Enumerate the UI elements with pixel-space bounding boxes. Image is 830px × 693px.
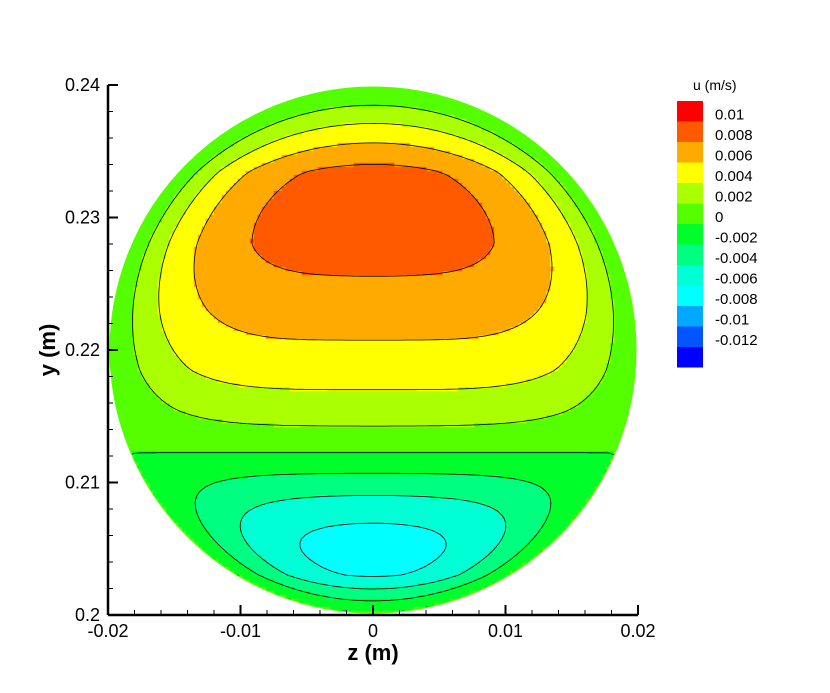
y-axis-label: y (m)	[35, 324, 60, 377]
legend-swatch	[677, 326, 703, 347]
x-tick-label: 0.02	[620, 621, 655, 641]
legend-label: -0.006	[715, 270, 758, 287]
contour-band	[157, 122, 587, 392]
x-tick-label: -0.01	[220, 621, 261, 641]
legend-items: 0.01 0.008 0.006 0.004 0.002 0 -0.002 -0.004 -0.…	[677, 101, 758, 368]
legend-label: 0.006	[715, 147, 753, 164]
contour-line	[193, 142, 553, 341]
legend-label: -0.004	[715, 250, 758, 267]
contour-line	[194, 472, 552, 602]
contour-line	[251, 164, 495, 277]
axes: -0.02 -0.01 0 0.01 0.02 0.2 0.21 0.22 0.23 0.24	[65, 75, 656, 641]
legend: u (m/s) 0.01 0.008 0.006 0.004 0.002 0 -0.002 -…	[677, 77, 758, 368]
legend-title: u (m/s)	[693, 77, 737, 93]
legend-label: 0.01	[715, 106, 744, 123]
legend-swatch	[677, 265, 703, 286]
legend-label: 0.002	[715, 188, 753, 205]
x-tick-label: 0	[368, 621, 378, 641]
legend-swatch	[677, 306, 703, 327]
y-tick-label: 0.23	[65, 208, 100, 228]
legend-swatch	[677, 162, 703, 183]
y-tick-label: 0.22	[65, 340, 100, 360]
legend-label: 0.004	[715, 168, 753, 185]
legend-swatch	[677, 203, 703, 224]
legend-swatch	[677, 101, 703, 122]
x-tick-label: -0.02	[87, 621, 128, 641]
y-tick-label: 0.21	[65, 473, 100, 493]
contour-line	[239, 495, 507, 590]
y-tick-label: 0.24	[65, 75, 100, 95]
legend-swatch	[677, 244, 703, 265]
contour-band	[133, 106, 615, 428]
legend-label: -0.002	[715, 229, 758, 246]
x-ticks: -0.02 -0.01 0 0.01 0.02	[87, 605, 656, 641]
legend-swatch	[677, 121, 703, 142]
legend-label: 0.008	[715, 127, 753, 144]
legend-swatch	[677, 183, 703, 204]
x-axis-label: z (m)	[347, 640, 398, 665]
contour-band	[193, 142, 555, 340]
y-ticks: 0.2 0.21 0.22 0.23 0.24	[65, 75, 118, 625]
legend-swatch	[677, 224, 703, 245]
legend-swatch	[677, 142, 703, 163]
legend-label: -0.008	[715, 291, 758, 308]
legend-swatch	[677, 347, 703, 368]
x-tick-label: 0.01	[488, 621, 523, 641]
y-tick-label: 0.2	[75, 605, 100, 625]
contour-band	[249, 162, 495, 276]
legend-label: -0.01	[715, 311, 749, 328]
contour-line	[158, 123, 588, 391]
legend-label: 0	[715, 209, 723, 226]
contour-line	[132, 104, 614, 427]
legend-swatch	[677, 285, 703, 306]
legend-label: -0.012	[715, 332, 758, 349]
contour-line	[299, 522, 447, 577]
